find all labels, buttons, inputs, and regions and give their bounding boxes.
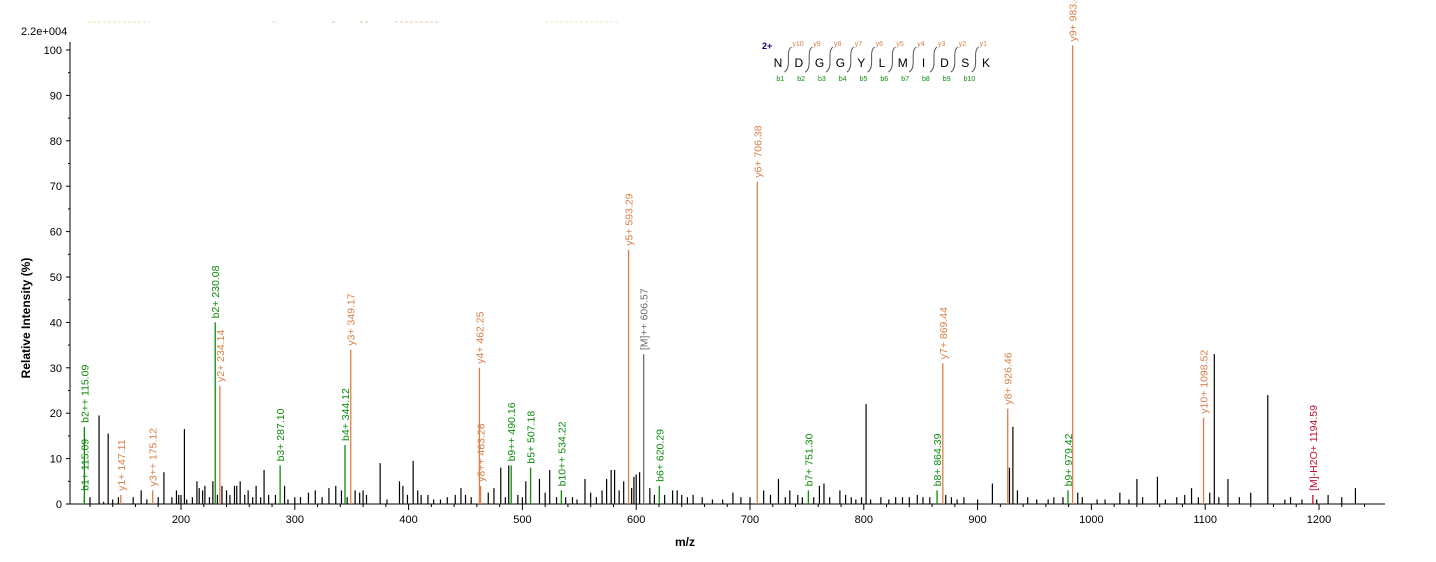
sequence-residue: Y [857, 56, 865, 70]
b-ion-marker: b5 [860, 76, 868, 83]
cleavage-bracket [929, 46, 938, 73]
peak-label: b10++ 534.22 [556, 421, 568, 486]
x-tick-label: 1100 [1193, 514, 1217, 526]
peak-label: y1+ 147.11 [116, 439, 128, 491]
sequence-residue: D [794, 56, 803, 70]
b-ion-marker: b6 [880, 76, 888, 83]
b-ion-marker: b3 [818, 76, 826, 83]
x-tick-label: 300 [286, 514, 304, 526]
x-tick-label: 900 [968, 514, 986, 526]
y-tick-label: 90 [50, 90, 62, 102]
y-tick-label: 20 [50, 408, 62, 420]
x-axis: 200 300 400 500 600 700 800 900 1000 1100 1200 [70, 503, 1385, 526]
peak-label: b9++ 490.16 [506, 402, 518, 461]
peak-label: b3+ 287.10 [275, 408, 287, 461]
sequence-residue: K [982, 56, 990, 70]
y-ion-marker: y7 [855, 41, 863, 48]
b-ion-marker: b7 [901, 76, 909, 83]
x-tick-label: 200 [172, 514, 190, 526]
y-ion-marker: y1 [980, 41, 988, 48]
cleavage-bracket [971, 46, 979, 73]
peak-label: y2+ 234.14 [215, 330, 227, 382]
y-tick-label: 80 [50, 136, 62, 148]
cleavage-bracket [867, 46, 875, 73]
peak-label: y3++ 175.12 [148, 428, 160, 487]
b-ion-marker: b10 [964, 76, 976, 83]
y-tick-label: 50 [50, 272, 62, 284]
peak-label: [M]-H2O+ 1194.59 [1308, 405, 1320, 491]
peak-label: b1+ 115.09 [79, 439, 91, 491]
y-ion-marker: y9 [813, 41, 821, 48]
peak-label: b8+ 864.39 [932, 433, 944, 486]
peak-label: b5+ 507.18 [526, 411, 538, 464]
peak-label: y9+ 983.48 [1068, 0, 1080, 41]
y-axis-title: Relative Intensity (%) [19, 258, 33, 379]
x-tick-label: 700 [741, 514, 759, 526]
peak-label: y8++ 463.26 [476, 423, 488, 482]
b-ion-marker: b4 [839, 76, 847, 83]
sequence-residue: G [836, 56, 845, 70]
cleavage-bracket [784, 46, 792, 73]
peak-label: y6+ 706.38 [752, 125, 764, 177]
annotated-peaks: b1+ 115.09 b2++ 115.09 y1+ 147.11 y3++ 175.… [79, 0, 1320, 504]
x-tick-label: 1200 [1307, 514, 1331, 526]
charge-state: 2+ [762, 41, 772, 51]
cleavage-bracket [908, 46, 917, 73]
y-tick-label: 100 [44, 45, 62, 57]
peak-label: b7+ 751.30 [803, 433, 815, 486]
y-ion-marker: y8 [834, 41, 842, 48]
y-ion-marker: y4 [917, 41, 925, 48]
peak-label: y4+ 462.25 [474, 311, 486, 363]
sequence-residue: L [879, 56, 886, 70]
y-ion-marker: y5 [896, 41, 904, 48]
b-ion-marker: b2 [797, 76, 805, 83]
x-axis-title: m/z [675, 535, 695, 549]
peak-label: b4+ 344.12 [340, 388, 352, 441]
peak-label: y10+ 1098.52 [1199, 350, 1211, 414]
y-axis: 0 10 20 30 40 50 60 70 80 90 100 [44, 42, 71, 511]
sequence-residue: N [774, 56, 783, 70]
cleavage-bracket [825, 46, 834, 73]
b-ion-marker: b1 [776, 76, 784, 83]
sequence-residue: M [898, 56, 908, 70]
y-tick-label: 10 [50, 454, 62, 466]
cleavage-bracket [888, 46, 896, 73]
peak-label: b2+ 230.08 [210, 265, 222, 318]
sequence-residue: D [940, 56, 949, 70]
sequence-residue: S [961, 56, 969, 70]
unassigned-peaks [89, 354, 1357, 504]
peak-label: b2++ 115.09 [79, 364, 91, 422]
peak-label: [M]++ 606.57 [639, 288, 651, 350]
peak-label: y5+ 593.29 [624, 193, 636, 245]
y-tick-label: 0 [56, 499, 62, 511]
y-ion-marker: y2 [959, 41, 967, 48]
x-tick-label: 600 [627, 514, 645, 526]
y-tick-label: 30 [50, 363, 62, 375]
y-ion-marker: y3 [938, 41, 946, 48]
y-tick-label: 40 [50, 317, 62, 329]
x-tick-label: 1000 [1079, 514, 1103, 526]
y-ion-marker: y6 [876, 41, 884, 48]
x-tick-label: 800 [855, 514, 873, 526]
peptide-sequence-map: 2+N D G G Y L M I D S Ky10b1y9b2y8b3y7b4y6b5y5b6y4… [762, 41, 990, 83]
x-tick-label: 400 [399, 514, 417, 526]
y-ion-marker: y10 [792, 41, 803, 48]
peak-label: b6+ 620.29 [654, 429, 666, 482]
sequence-residue: G [815, 56, 824, 70]
cleavage-bracket [950, 46, 959, 73]
peak-label: y8+ 926.46 [1003, 352, 1015, 404]
b-ion-marker: b9 [943, 76, 951, 83]
y-tick-label: 70 [50, 181, 62, 193]
max-intensity-label: 2.2e+004 [21, 26, 67, 38]
sequence-residue: I [922, 56, 925, 70]
cleavage-bracket [804, 46, 813, 73]
b-ion-marker: b8 [922, 76, 930, 83]
peak-label: y3+ 349.17 [346, 293, 358, 345]
x-tick-label: 500 [513, 514, 531, 526]
cleavage-bracket [846, 46, 855, 73]
peak-label: y7+ 869.44 [938, 307, 950, 359]
y-tick-label: 60 [50, 227, 62, 239]
